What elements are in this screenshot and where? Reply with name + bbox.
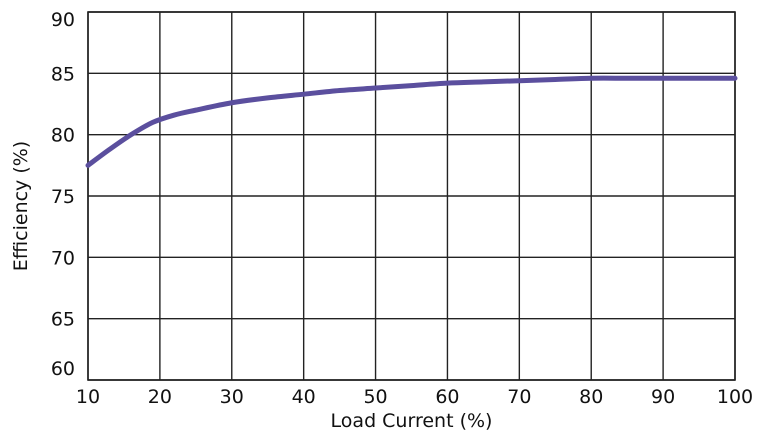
y-tick-label: 85 xyxy=(51,63,75,85)
y-axis-title: Efficiency (%) xyxy=(10,141,32,271)
series-layer xyxy=(85,75,738,168)
y-tick-label: 90 xyxy=(51,9,75,31)
x-tick-label: 20 xyxy=(148,386,172,408)
x-tick-label: 30 xyxy=(220,386,244,408)
y-tick-label: 75 xyxy=(51,186,75,208)
x-tick-label: 10 xyxy=(76,386,100,408)
x-tick-label: 80 xyxy=(579,386,603,408)
x-tick-label: 50 xyxy=(363,386,387,408)
y-tick-label: 65 xyxy=(51,309,75,331)
grid-layer xyxy=(87,11,736,381)
y-tick-label: 80 xyxy=(51,125,75,147)
y-tick-label: 70 xyxy=(51,247,75,269)
efficiency-series-line xyxy=(85,75,738,168)
x-tick-label: 90 xyxy=(651,386,675,408)
x-axis-title: Load Current (%) xyxy=(331,410,493,432)
x-tick-label: 70 xyxy=(507,386,531,408)
x-tick-labels: 10 20 30 40 50 60 70 80 90 100 xyxy=(76,386,753,408)
plot-frame xyxy=(87,11,736,381)
y-tick-label: 60 xyxy=(51,358,75,380)
y-tick-labels: 60 65 70 75 80 85 90 xyxy=(51,9,75,380)
x-tick-label: 100 xyxy=(717,386,753,408)
x-tick-label: 60 xyxy=(435,386,459,408)
x-tick-label: 40 xyxy=(292,386,316,408)
